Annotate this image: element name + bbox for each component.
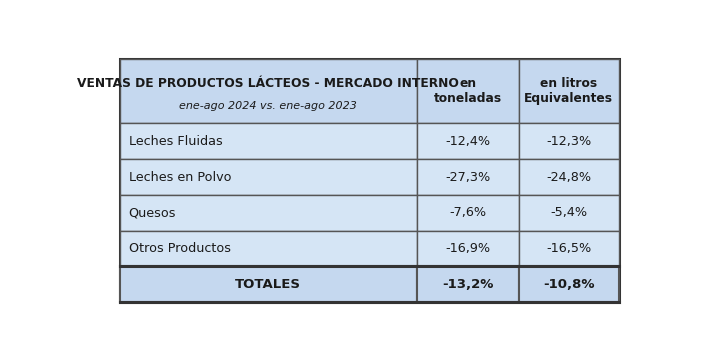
Text: -10,8%: -10,8% [543,278,594,291]
Bar [519,159,618,195]
Bar [519,195,618,231]
Bar [120,195,417,231]
Text: -13,2%: -13,2% [442,278,493,291]
Text: en litros
Equivalentes: en litros Equivalentes [524,77,613,106]
Text: TOTALES: TOTALES [235,278,301,291]
Bar [120,124,417,159]
Bar [417,59,519,124]
Text: VENTAS DE PRODUCTOS LÁCTEOS - MERCADO INTERNO: VENTAS DE PRODUCTOS LÁCTEOS - MERCADO IN… [77,77,459,90]
Bar [417,195,519,231]
Bar [120,231,417,266]
Bar [519,59,618,124]
Bar [519,124,618,159]
Text: en
toneladas: en toneladas [433,77,502,106]
Bar [120,266,417,302]
Text: -5,4%: -5,4% [550,206,587,219]
Text: -12,3%: -12,3% [546,135,591,148]
Text: Quesos: Quesos [129,206,176,219]
Bar [417,159,519,195]
Bar [120,59,618,302]
Bar [519,231,618,266]
Text: -16,9%: -16,9% [445,242,490,255]
Bar [519,266,618,302]
Text: Otros Productos: Otros Productos [129,242,231,255]
Text: -7,6%: -7,6% [449,206,486,219]
Bar [417,231,519,266]
Bar [417,124,519,159]
Bar [417,266,519,302]
Bar [120,59,417,124]
Text: -24,8%: -24,8% [546,170,591,184]
Text: Leches en Polvo: Leches en Polvo [129,170,231,184]
Text: -16,5%: -16,5% [546,242,591,255]
Text: Leches Fluidas: Leches Fluidas [129,135,222,148]
Text: ene-ago 2024 vs. ene-ago 2023: ene-ago 2024 vs. ene-ago 2023 [179,101,358,111]
Text: -12,4%: -12,4% [445,135,490,148]
Text: -27,3%: -27,3% [445,170,490,184]
Bar [120,159,417,195]
